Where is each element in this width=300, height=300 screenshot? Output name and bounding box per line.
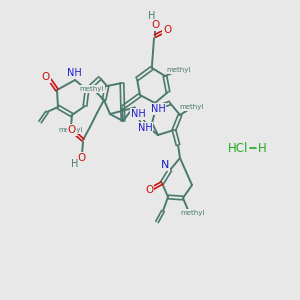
Text: HCl: HCl — [228, 142, 248, 154]
Text: methyl: methyl — [167, 67, 191, 73]
Text: O: O — [145, 185, 153, 195]
Text: O: O — [78, 153, 86, 163]
Text: NH: NH — [130, 109, 146, 119]
Text: methyl: methyl — [59, 127, 83, 133]
Text: H: H — [258, 142, 266, 154]
Text: NH: NH — [67, 68, 81, 78]
Text: O: O — [42, 72, 50, 82]
Text: O: O — [163, 25, 171, 35]
Text: N: N — [161, 160, 169, 170]
Text: methyl: methyl — [180, 104, 204, 110]
Text: NH: NH — [138, 123, 152, 133]
Text: NH: NH — [151, 104, 165, 114]
Text: methyl: methyl — [80, 86, 104, 92]
Text: O: O — [68, 125, 76, 135]
Text: H: H — [148, 11, 156, 21]
Text: methyl: methyl — [181, 210, 205, 216]
Text: H: H — [71, 159, 79, 169]
Text: O: O — [152, 20, 160, 30]
